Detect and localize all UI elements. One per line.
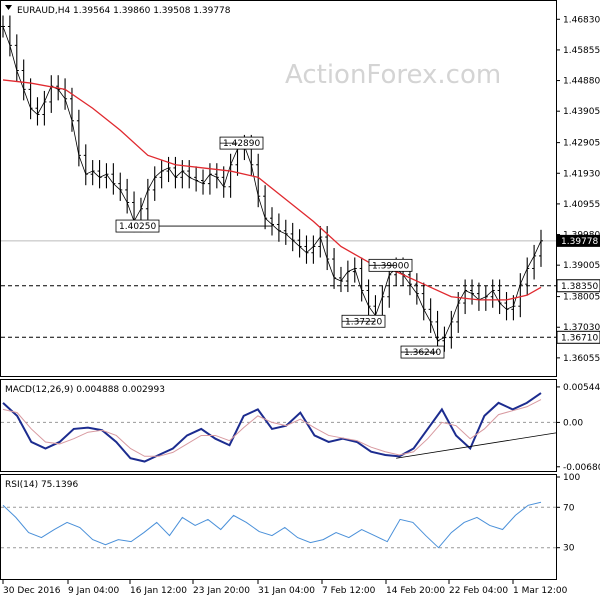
macd-tick-label: 0.00 — [563, 418, 583, 428]
current-price-tag — [557, 234, 600, 247]
support-level-tag — [556, 279, 600, 293]
price-tick-label: 1.37030 — [563, 323, 600, 333]
price-annotation-label: 1.36240 — [404, 348, 441, 358]
x-tick-label: 9 Jan 04:00 — [68, 586, 120, 596]
price-annotation-label: 1.40250 — [119, 222, 156, 232]
price-tick-label: 1.40955 — [563, 200, 600, 210]
price-close-line — [2, 26, 542, 342]
price-header: EURAUD,H4 1.39564 1.39860 1.39508 1.3977… — [17, 6, 231, 16]
moving-average-line — [2, 79, 542, 301]
rsi-tick-label: 100 — [563, 473, 580, 483]
x-tick-label: 1 Mar 12:00 — [513, 586, 568, 596]
price-tick-label: 1.45855 — [563, 46, 600, 56]
price-tick-label: 1.44880 — [563, 77, 600, 87]
price-tick-label: 1.41930 — [563, 169, 600, 179]
current-price-tag-label: 1.39778 — [561, 237, 598, 247]
price-tick-label: 1.39005 — [563, 261, 600, 271]
rsi-panel-frame — [0, 474, 557, 580]
price-tick-label: 1.38005 — [563, 293, 600, 303]
x-tick-label: 23 Jan 20:00 — [193, 586, 250, 596]
x-tick-label: 22 Feb 04:00 — [449, 586, 508, 596]
x-tick-label: 7 Feb 12:00 — [322, 586, 376, 596]
macd-panel-frame — [0, 379, 557, 472]
x-tick-label: 16 Jan 12:00 — [130, 586, 187, 596]
macd-tick-label: -0.006804 — [563, 463, 600, 473]
price-annotation-label: 1.42890 — [223, 139, 260, 149]
rsi-line — [2, 501, 542, 549]
x-tick-label: 30 Dec 2016 — [3, 586, 61, 596]
macd-line — [2, 392, 542, 463]
price-tick-label: 1.42905 — [563, 139, 600, 149]
price-tick-label: 1.46830 — [563, 15, 600, 25]
watermark: ActionForex.com — [285, 60, 501, 90]
macd-header: MACD(12,26,9) 0.004888 0.002993 — [5, 385, 165, 395]
macd-signal-line — [2, 399, 542, 457]
price-annotation-label: 1.39000 — [372, 261, 409, 271]
rsi-header: RSI(14) 75.1396 — [5, 480, 78, 490]
price-tick-label: 1.36055 — [563, 354, 600, 364]
x-tick-label: 31 Jan 04:00 — [258, 586, 315, 596]
support-level-tag — [556, 330, 600, 344]
dropdown-triangle-icon[interactable] — [5, 5, 12, 10]
price-annotation-label: 1.37220 — [345, 317, 382, 327]
support-level-tag-label: 1.38350 — [561, 282, 598, 292]
price-panel-frame — [0, 0, 557, 377]
macd-tick-label: 0.005445 — [563, 383, 600, 393]
price-tick-label: 1.43905 — [563, 107, 600, 117]
macd-trendline — [396, 432, 557, 459]
support-level-tag-label: 1.36710 — [561, 333, 598, 343]
rsi-tick-label: 30 — [563, 544, 575, 554]
x-tick-label: 14 Feb 20:00 — [386, 586, 445, 596]
rsi-tick-label: 70 — [563, 503, 575, 513]
